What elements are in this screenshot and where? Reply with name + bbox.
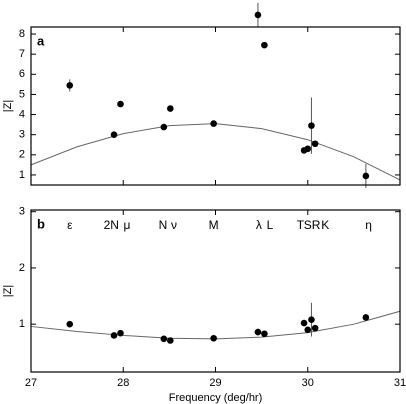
- point: [304, 326, 312, 334]
- point: [66, 82, 74, 89]
- y-tick-label: 8: [19, 28, 25, 40]
- point: [166, 337, 174, 344]
- x-tick-label: 27: [25, 377, 37, 389]
- y-axis-label: |Z|: [2, 100, 14, 112]
- point: [110, 332, 118, 339]
- frame: [30, 26, 401, 186]
- panel-label: a: [37, 33, 45, 48]
- frame: [30, 209, 401, 373]
- y-tick-label: 6: [19, 68, 25, 80]
- point: [304, 145, 312, 153]
- point: [210, 120, 217, 127]
- point: [261, 41, 268, 49]
- point: [362, 314, 370, 321]
- point: [66, 320, 74, 328]
- y-tick-label: 1: [19, 169, 25, 181]
- constituent-label: M: [209, 218, 219, 232]
- point: [311, 140, 319, 148]
- panel-label: b: [37, 216, 45, 231]
- constituent-label: η: [365, 218, 372, 232]
- point: [261, 330, 268, 338]
- constituent-label: 2N: [104, 218, 119, 232]
- point: [254, 11, 262, 19]
- point: [362, 172, 370, 180]
- point: [311, 324, 319, 332]
- constituent-label: T: [297, 218, 305, 232]
- point: [117, 329, 124, 337]
- y-tick-label: 5: [19, 88, 25, 100]
- constituent-label: μ: [123, 218, 130, 232]
- constituent-label: K: [321, 218, 329, 232]
- y-tick-label: 7: [19, 48, 25, 60]
- x-tick-label: 28: [117, 377, 129, 389]
- fit-curve: [30, 310, 401, 340]
- x-axis-label: Frequency (deg/hr): [169, 392, 263, 404]
- point: [160, 335, 168, 343]
- fit-curve: [30, 123, 401, 181]
- constituent-label: N: [159, 218, 168, 232]
- constituent-label: L: [267, 218, 274, 232]
- point: [117, 100, 124, 108]
- point: [308, 316, 315, 323]
- point: [160, 123, 168, 131]
- point: [110, 131, 118, 138]
- constituent-label: ε: [67, 218, 73, 232]
- y-tick-label: 4: [19, 108, 25, 120]
- y-axis-label: |Z|: [2, 285, 14, 297]
- point: [254, 328, 262, 336]
- point: [308, 122, 315, 129]
- x-tick-label: 31: [394, 377, 406, 389]
- x-tick-label: 29: [209, 377, 221, 389]
- y-tick-label: 2: [19, 149, 25, 161]
- constituent-label: R: [312, 218, 321, 232]
- constituent-label: ν: [171, 218, 177, 232]
- point: [166, 105, 174, 112]
- y-tick-label: 2: [19, 262, 25, 274]
- y-tick-label: 3: [19, 129, 25, 141]
- y-tick-label: 3: [19, 206, 25, 218]
- y-tick-label: 1: [19, 318, 25, 330]
- constituent-label: λ: [256, 218, 262, 232]
- point: [300, 319, 308, 327]
- x-tick-label: 30: [302, 377, 314, 389]
- constituent-label: S: [304, 218, 312, 232]
- point: [210, 334, 217, 342]
